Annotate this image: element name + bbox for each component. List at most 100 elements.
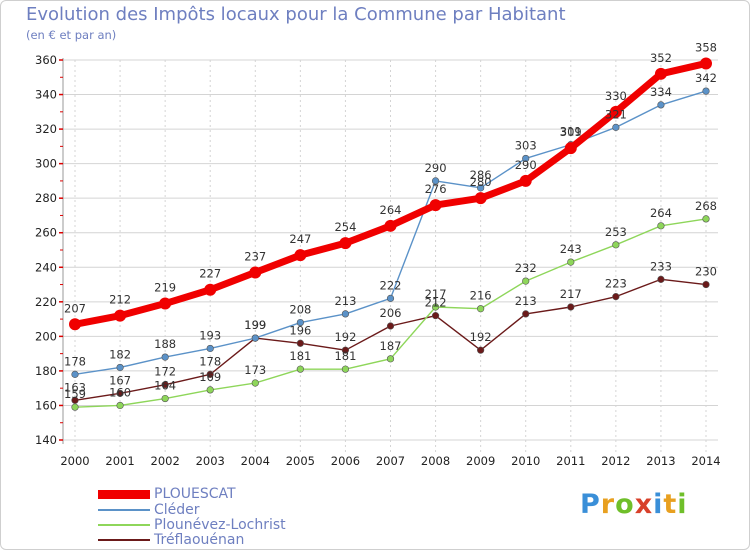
data-label: 193: [199, 328, 221, 342]
data-point: [657, 275, 665, 283]
data-point: [477, 184, 485, 192]
data-point: [249, 266, 262, 279]
data-label: 233: [650, 259, 672, 273]
data-point: [206, 370, 214, 378]
data-point: [69, 318, 81, 331]
data-label: 178: [64, 354, 86, 368]
data-point: [206, 344, 214, 353]
series-lines: [69, 57, 712, 411]
data-point: [294, 249, 307, 262]
data-label: 280: [470, 175, 492, 189]
logo-letter: P: [580, 489, 601, 520]
data-label: 213: [334, 294, 356, 308]
x-tick-label: 2010: [511, 454, 540, 468]
data-label: 182: [109, 347, 131, 361]
data-point: [657, 222, 665, 230]
x-tick-label: 2007: [376, 454, 405, 468]
data-label: 217: [425, 287, 447, 301]
x-tick-label: 2003: [196, 454, 225, 468]
x-tick-label: 2008: [421, 454, 450, 468]
data-label: 286: [470, 168, 492, 182]
data-point: [116, 389, 124, 397]
data-point: [609, 105, 622, 118]
data-label: 196: [289, 323, 311, 337]
data-point: [431, 312, 440, 320]
y-tick-label: 340: [35, 88, 57, 102]
data-label: 199: [244, 318, 266, 332]
y-tick-label: 180: [35, 364, 57, 378]
data-point: [522, 277, 530, 285]
data-label: 276: [425, 182, 447, 196]
legend-label: Tréflaouénan: [154, 532, 245, 548]
data-label: 254: [334, 220, 356, 234]
data-point: [116, 363, 124, 372]
data-label: 264: [650, 206, 672, 220]
data-point: [700, 57, 712, 70]
logo-letter: i: [653, 489, 664, 520]
y-tick-label: 240: [35, 260, 57, 274]
data-point: [702, 87, 710, 95]
data-point: [341, 310, 350, 318]
y-tick-label: 260: [35, 226, 57, 240]
data-point: [612, 123, 620, 131]
data-label: 264: [380, 203, 402, 217]
x-tick-label: 2006: [331, 454, 360, 468]
data-label: 216: [470, 289, 492, 303]
data-point: [114, 309, 127, 322]
data-label: 212: [109, 293, 131, 307]
data-point: [206, 386, 214, 394]
data-label: 178: [199, 354, 221, 368]
data-label: 217: [560, 287, 582, 301]
logo-letter: o: [615, 489, 635, 520]
data-label: 208: [289, 303, 311, 317]
data-point: [429, 199, 442, 212]
logo-letter: t: [663, 489, 678, 520]
y-tick-label: 160: [35, 398, 57, 412]
data-point: [71, 370, 79, 378]
data-label: 253: [605, 225, 627, 239]
y-tick-label: 140: [35, 433, 57, 447]
x-tick-label: 2014: [691, 454, 720, 468]
data-point: [161, 381, 169, 389]
data-label: 290: [515, 158, 537, 172]
data-point: [341, 346, 350, 354]
data-label: 330: [605, 89, 627, 103]
data-point: [654, 67, 667, 80]
x-tick-label: 2004: [241, 454, 270, 468]
data-label: 358: [695, 40, 717, 54]
data-point: [477, 305, 485, 313]
data-point: [702, 215, 710, 223]
x-tick-label: 2012: [601, 454, 630, 468]
data-point: [522, 154, 530, 163]
y-tick-label: 300: [35, 157, 57, 171]
x-tick-label: 2002: [151, 454, 180, 468]
data-point: [161, 353, 169, 361]
data-label: 169: [199, 370, 221, 384]
data-point: [161, 394, 169, 403]
data-label: 212: [425, 296, 447, 310]
data-label: 181: [289, 349, 311, 363]
data-point: [564, 142, 577, 155]
x-tick-label: 2009: [466, 454, 495, 468]
data-labels: 163 167 172 178 199 196 192 206 212 192 213 217 223 2…: [64, 40, 717, 401]
data-label: 213: [515, 294, 537, 308]
legend-swatch-treflaouenan: [98, 539, 150, 541]
legend-swatch-cleder: [98, 509, 150, 511]
data-point: [612, 241, 620, 249]
data-point: [657, 101, 665, 109]
legend-label: PLOUESCAT: [154, 486, 236, 502]
data-label: 352: [650, 51, 672, 65]
data-label: 164: [154, 379, 176, 393]
grid: [63, 59, 718, 452]
y-tick-label: 360: [35, 53, 57, 67]
data-label: 243: [560, 242, 582, 256]
y-tick-label: 200: [35, 329, 57, 343]
x-tick-label: 2000: [60, 454, 89, 468]
data-point: [204, 283, 217, 296]
logo-letter: i: [677, 489, 688, 520]
data-point: [251, 379, 259, 387]
data-point: [431, 177, 440, 185]
data-point: [519, 174, 532, 187]
data-point: [474, 192, 487, 205]
